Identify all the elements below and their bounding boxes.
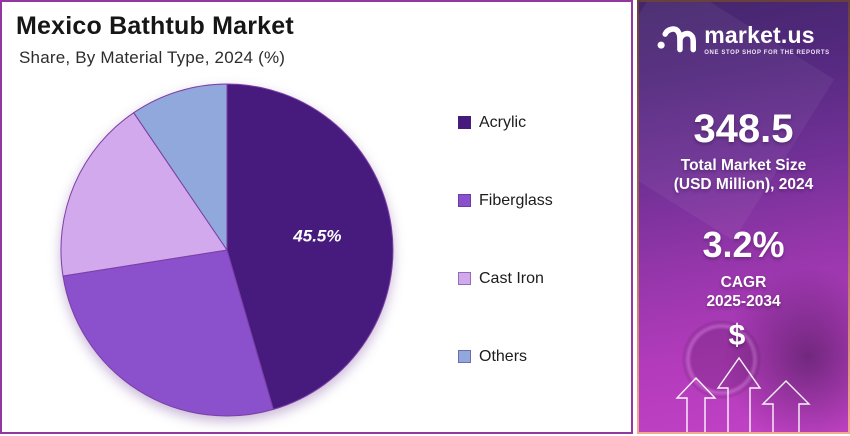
cagr-label: CAGR 2025-2034 — [639, 274, 848, 311]
legend-item-cast-iron: Cast Iron — [458, 270, 553, 287]
pie-slice-others — [133, 83, 228, 251]
chart-panel: Mexico Bathtub Market Share, By Material… — [0, 0, 633, 434]
pie-slice-acrylic — [226, 83, 394, 410]
legend-label: Others — [479, 347, 528, 365]
cagr-label-line1: CAGR — [720, 274, 767, 291]
market-us-logo-icon — [657, 26, 697, 53]
growth-arrows-icon — [675, 356, 811, 432]
legend-label: Fiberglass — [479, 191, 553, 209]
cagr-label-line2: 2025-2034 — [706, 292, 781, 310]
legend-swatch-icon — [458, 116, 471, 129]
legend-label: Cast Iron — [479, 269, 544, 287]
market-size-label-line2: (USD Million), 2024 — [673, 175, 814, 193]
legend-item-acrylic: Acrylic — [458, 114, 553, 131]
brand-panel: market.us ONE STOP SHOP FOR THE REPORTS … — [637, 0, 850, 434]
pie-data-label-acrylic: 45.5% — [292, 227, 341, 246]
market-size-value: 348.5 — [693, 107, 794, 151]
legend-item-others: Others — [458, 348, 553, 365]
pie-slice-cast-iron — [60, 112, 228, 277]
market-size-label: Total Market Size (USD Million), 2024 — [639, 157, 848, 194]
pie-slice-fiberglass — [62, 249, 274, 417]
cagr-value: 3.2% — [702, 224, 785, 265]
legend-item-fiberglass: Fiberglass — [458, 192, 553, 209]
legend-label: Acrylic — [479, 113, 527, 131]
dollar-symbol: $ — [728, 319, 746, 352]
chart-subtitle: Share, By Material Type, 2024 (%) — [19, 48, 286, 67]
market-size-label-line1: Total Market Size — [680, 157, 807, 174]
chart-legend: Acrylic Fiberglass Cast Iron Others — [458, 114, 553, 365]
legend-swatch-icon — [458, 194, 471, 207]
legend-swatch-icon — [458, 272, 471, 285]
brand-tagline: ONE STOP SHOP FOR THE REPORTS — [704, 50, 830, 56]
brand-logo: market.us ONE STOP SHOP FOR THE REPORTS — [639, 23, 848, 56]
pie-chart: 45.5% — [60, 83, 394, 417]
brand-name: market.us — [704, 22, 815, 48]
chart-title: Mexico Bathtub Market — [16, 12, 294, 40]
legend-swatch-icon — [458, 350, 471, 363]
brand-text: market.us ONE STOP SHOP FOR THE REPORTS — [704, 23, 829, 56]
